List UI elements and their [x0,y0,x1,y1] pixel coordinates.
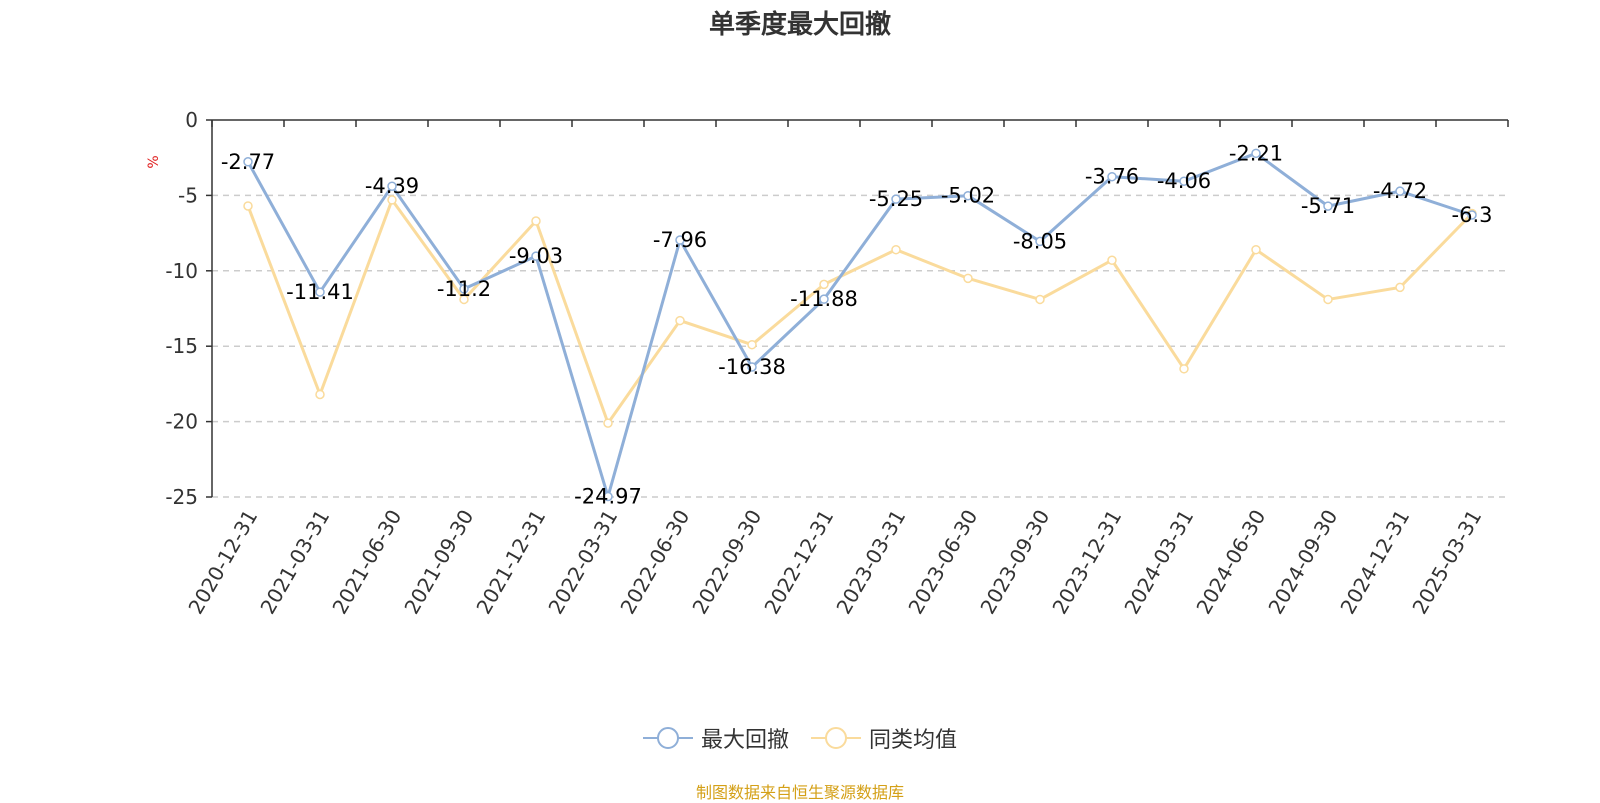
data-label: -11.2 [437,277,491,301]
series-lines [243,148,1477,502]
data-label: -4.39 [365,174,419,198]
data-point[interactable] [1035,294,1045,305]
x-tick-label: 2024-12-31 [1335,506,1414,619]
data-point[interactable] [1467,210,1477,220]
data-point[interactable] [315,389,325,400]
data-label: -6.3 [1452,203,1493,227]
data-point[interactable] [315,287,325,297]
data-label: -7.96 [653,228,707,252]
x-tick-label: 2024-06-30 [1191,506,1270,619]
grid-lines [206,119,1508,498]
data-point[interactable] [675,235,685,245]
data-label: -24.97 [574,485,642,509]
data-label: -5.71 [1301,194,1355,218]
legend-label: 同类均值 [869,728,958,753]
data-point[interactable] [1107,255,1117,265]
data-point[interactable] [1251,148,1261,159]
data-point[interactable] [1251,244,1261,255]
chart-title: 单季度最大回撤 [708,10,891,40]
x-tick-label: 2021-12-31 [471,506,550,619]
x-tick-label: 2025-03-31 [1407,506,1486,619]
data-label: -5.25 [869,187,923,211]
series-0 [243,148,1477,502]
legend-item-peer-average[interactable]: 同类均值 [811,722,957,754]
data-label: -8.05 [1013,229,1067,253]
x-tick-label: 2024-03-31 [1119,506,1198,619]
x-tick-label: 2023-09-30 [975,506,1054,619]
data-label: -3.76 [1085,165,1139,189]
data-point[interactable] [675,315,685,326]
data-point[interactable] [1035,236,1045,247]
data-point[interactable] [243,157,253,167]
data-label: -5.02 [941,184,995,208]
x-tick-label: 2022-12-31 [759,506,838,619]
data-point[interactable] [459,284,469,294]
y-tick-label: -10 [165,259,198,283]
data-point[interactable] [819,294,829,304]
legend-line-circle-icon [811,727,861,749]
y-tick-label: -5 [178,183,198,207]
x-tick-label: 2021-03-31 [255,506,334,619]
y-tick-label: -15 [165,334,198,358]
data-point[interactable] [387,181,397,191]
y-tick-label: 0 [185,108,198,132]
data-label: -4.06 [1157,169,1211,193]
y-tick-label: -20 [165,410,198,434]
legend-label: 最大回撤 [700,728,789,753]
data-label: -2.77 [221,150,275,174]
legend: 最大回撤 同类均值 [0,722,1600,754]
data-point[interactable] [891,244,901,255]
data-point[interactable] [387,195,397,205]
data-point[interactable] [1395,282,1405,293]
y-tick-label: -25 [165,485,198,509]
data-point[interactable] [531,251,541,261]
axes [211,119,1509,497]
data-point[interactable] [1323,201,1333,211]
data-point[interactable] [603,491,613,502]
data-point[interactable] [459,294,469,305]
data-label: -9.03 [509,244,563,268]
data-point[interactable] [1395,186,1405,196]
x-tick-label: 2022-06-30 [615,506,694,619]
data-label: -16.38 [718,355,786,379]
x-tick-label: 2021-09-30 [399,506,478,619]
series-line [246,198,1474,425]
source-note: 制图数据来自恒生聚源数据库 [695,783,904,802]
series-1 [243,195,1477,428]
data-label: -4.72 [1373,179,1427,203]
legend-item-max-drawdown[interactable]: 最大回撤 [642,722,789,754]
data-label: -11.88 [790,287,858,311]
data-point[interactable] [963,190,973,201]
data-point[interactable] [243,201,253,211]
data-point[interactable] [747,339,757,350]
legend-line-circle-icon [642,727,693,749]
x-tick-label: 2023-12-31 [1047,506,1126,619]
data-point[interactable] [1179,364,1189,374]
x-tick-label: 2020-12-31 [183,506,262,619]
y-axis-label: % [146,155,162,168]
y-tick-labels: 0 -5 -10 -15 -20 -25 [165,108,198,509]
data-point[interactable] [603,418,613,428]
data-point[interactable] [891,194,901,204]
x-tick-labels: 2020-12-312021-03-312021-06-302021-09-30… [183,506,1486,619]
series-line [246,151,1473,499]
data-point[interactable] [819,279,829,290]
x-tick-label: 2022-03-31 [543,506,622,619]
x-tick-label: 2024-09-30 [1263,506,1342,619]
data-label: -2.21 [1229,141,1283,165]
data-point[interactable] [1179,176,1189,186]
x-tick-label: 2023-03-31 [831,506,910,619]
x-tick-label: 2021-06-30 [327,506,406,619]
data-point[interactable] [963,273,973,284]
x-tick-label: 2022-09-30 [687,506,766,619]
data-labels: -2.77 -11.41 -4.39 -11.2 -9.03 -24.97 -7.96 -16… [221,141,1493,508]
data-label: -11.41 [286,280,354,304]
data-point[interactable] [1107,171,1117,182]
data-point[interactable] [747,362,757,372]
data-point[interactable] [531,216,541,226]
x-tick-label: 2023-06-30 [903,506,982,619]
data-point[interactable] [1323,294,1333,305]
